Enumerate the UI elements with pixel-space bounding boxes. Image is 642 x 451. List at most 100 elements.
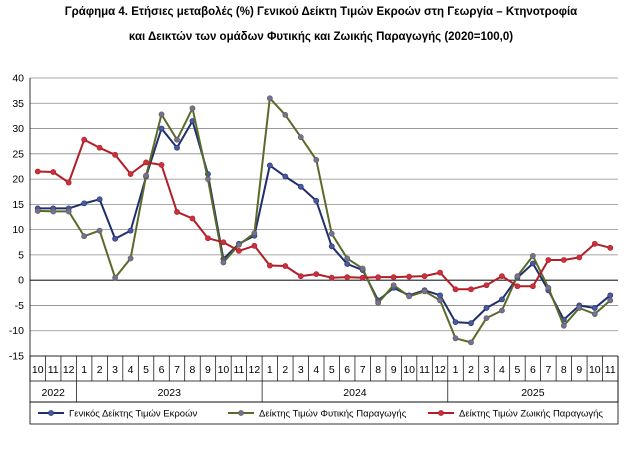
x-tick-label-month: 4 bbox=[499, 364, 505, 376]
series-1-point bbox=[576, 305, 583, 311]
series-2-point bbox=[143, 159, 149, 166]
series-1-point bbox=[344, 255, 351, 262]
legend-swatch-marker bbox=[438, 410, 444, 416]
x-tick-label-month: 10 bbox=[403, 364, 415, 376]
series-line-0 bbox=[37, 120, 611, 325]
series-1-point bbox=[297, 134, 304, 141]
y-tick-label: -10 bbox=[9, 325, 24, 337]
y-tick-label: 5 bbox=[18, 249, 24, 261]
series-2-point bbox=[359, 274, 366, 281]
series-1-point bbox=[235, 241, 242, 248]
series-2-point bbox=[96, 144, 103, 151]
series-1-point bbox=[266, 95, 273, 102]
series-1-point bbox=[158, 111, 165, 118]
x-tick-label-month: 11 bbox=[233, 364, 244, 376]
y-tick-label: -15 bbox=[9, 351, 24, 363]
series-2-point bbox=[576, 254, 583, 261]
series-0-point bbox=[297, 183, 304, 190]
series-1-point bbox=[81, 233, 88, 240]
x-tick-label-month: 9 bbox=[205, 364, 211, 376]
series-2-point bbox=[220, 239, 227, 246]
series-2-point bbox=[50, 169, 57, 175]
x-tick-label-month: 1 bbox=[453, 364, 459, 376]
y-tick-label: 20 bbox=[12, 174, 24, 186]
x-tick-label-month: 7 bbox=[360, 364, 366, 376]
series-line-1 bbox=[37, 97, 611, 344]
series-2-point bbox=[591, 240, 598, 247]
y-tick-label: 40 bbox=[12, 73, 24, 85]
series-line-2 bbox=[37, 138, 611, 291]
x-tick-label-month: 7 bbox=[545, 364, 551, 376]
series-2-point bbox=[468, 286, 474, 293]
series-2-point bbox=[127, 171, 134, 177]
series-2-point bbox=[81, 136, 88, 143]
legend-label: Δείκτης Τιμών Ζωικής Παραγωγής bbox=[459, 409, 603, 420]
series-1-point bbox=[499, 307, 505, 314]
x-tick-label-year: 2022 bbox=[42, 387, 66, 399]
x-tick-label-month: 10 bbox=[32, 364, 44, 376]
series-1-point bbox=[406, 293, 413, 300]
series-1-point bbox=[220, 259, 227, 266]
series-1-point bbox=[529, 253, 536, 259]
legend-swatch-marker bbox=[238, 410, 244, 416]
series-2-point bbox=[328, 274, 335, 281]
series-2-point bbox=[158, 162, 165, 168]
series-1-point bbox=[112, 274, 119, 281]
series-1-point bbox=[483, 315, 490, 321]
x-tick-label-year: 2025 bbox=[521, 387, 545, 399]
series-2-point bbox=[65, 179, 72, 186]
x-tick-label-month: 6 bbox=[344, 364, 350, 376]
series-0-point bbox=[127, 227, 134, 234]
series-2-point bbox=[452, 286, 459, 293]
series-0-point bbox=[468, 320, 474, 327]
series-2-point bbox=[205, 235, 211, 242]
series-1-point bbox=[390, 282, 397, 289]
series-1-point bbox=[96, 227, 103, 234]
series-1-point bbox=[251, 230, 258, 237]
y-tick-label: -5 bbox=[15, 300, 24, 312]
series-1-point bbox=[545, 284, 552, 291]
series-2-point bbox=[421, 273, 428, 280]
series-2-point bbox=[560, 257, 567, 263]
x-tick-label-month: 12 bbox=[249, 364, 261, 376]
series-1-point bbox=[205, 176, 211, 182]
series-2-point bbox=[390, 274, 397, 281]
y-tick-label: 0 bbox=[18, 275, 24, 287]
series-1-point bbox=[560, 322, 567, 329]
series-2-point bbox=[266, 262, 273, 269]
series-1-point bbox=[328, 230, 335, 237]
series-0-point bbox=[112, 235, 119, 242]
x-tick-label-month: 8 bbox=[561, 364, 567, 376]
series-2-point bbox=[189, 215, 196, 222]
series-0-point bbox=[437, 292, 443, 299]
series-2-point bbox=[313, 271, 320, 278]
x-tick-label-month: 10 bbox=[218, 364, 230, 376]
series-1-point bbox=[189, 105, 196, 112]
x-tick-label-month: 1 bbox=[81, 364, 87, 376]
x-tick-label-month: 12 bbox=[434, 364, 446, 376]
series-0-point bbox=[483, 305, 490, 311]
y-tick-label: 10 bbox=[12, 224, 24, 236]
x-tick-label-month: 4 bbox=[313, 364, 319, 376]
series-1-point bbox=[282, 111, 289, 118]
series-1-point bbox=[313, 156, 320, 163]
series-1-point bbox=[421, 288, 428, 295]
series-2-point bbox=[235, 247, 242, 254]
series-2-point bbox=[251, 242, 258, 249]
y-tick-label: 35 bbox=[12, 98, 24, 110]
x-tick-label-year: 2024 bbox=[343, 387, 367, 399]
x-tick-label-month: 3 bbox=[484, 364, 490, 376]
x-tick-label-month: 10 bbox=[589, 364, 601, 376]
series-1-point bbox=[174, 136, 180, 143]
y-tick-label: 25 bbox=[12, 148, 24, 160]
chart-title-line-1: Γράφημα 4. Ετήσιες μεταβολές (%) Γενικού… bbox=[64, 6, 578, 18]
series-2-point bbox=[545, 257, 552, 263]
legend-label: Γενικός Δείκτης Τιμών Εκροών bbox=[69, 409, 197, 420]
x-tick-label-month: 2 bbox=[97, 364, 103, 376]
x-tick-label-month: 6 bbox=[159, 364, 165, 376]
x-tick-label-month: 9 bbox=[576, 364, 582, 376]
series-1-point bbox=[143, 172, 149, 179]
x-tick-label-year: 2023 bbox=[158, 387, 182, 399]
legend-swatch-marker bbox=[48, 410, 54, 416]
